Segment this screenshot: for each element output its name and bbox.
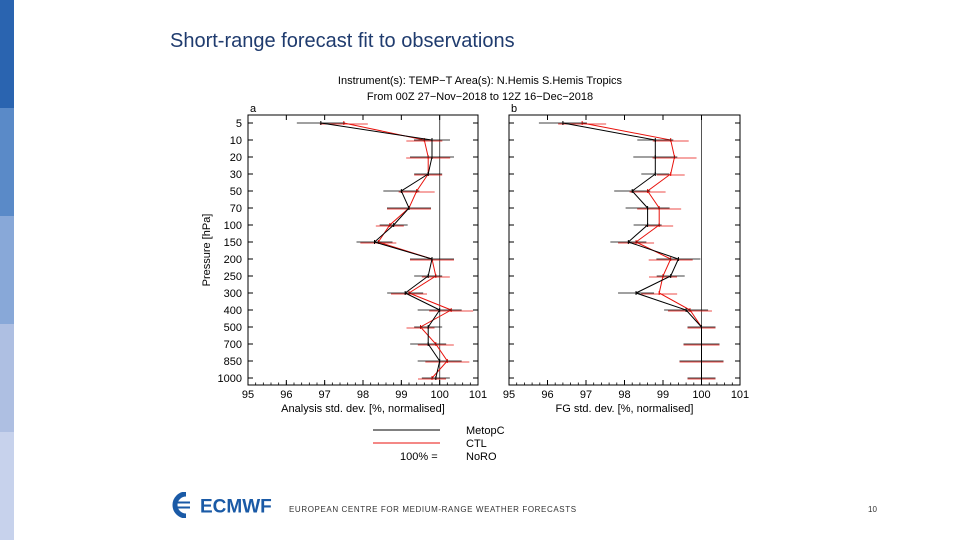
y-tick-label: 700 <box>224 339 242 351</box>
y-tick-label: 1000 <box>218 373 242 385</box>
x-tick-label: 101 <box>731 389 749 401</box>
series-line-ctl <box>343 122 453 379</box>
page-number: 10 <box>868 505 877 514</box>
x-tick-label: 100 <box>692 389 710 401</box>
x-tick-label: 98 <box>357 389 369 401</box>
legend-label-ctl: CTL <box>466 438 487 450</box>
series-line-metopc <box>562 122 702 378</box>
chart-header-line2: From 00Z 27−Nov−2018 to 12Z 16−Dec−2018 <box>367 91 593 103</box>
y-tick-label: 50 <box>230 186 242 198</box>
x-tick-label: 99 <box>395 389 407 401</box>
x-axis-label: Analysis std. dev. [%, normalised] <box>281 403 445 415</box>
x-tick-label: 97 <box>580 389 592 401</box>
y-tick-label: 300 <box>224 288 242 300</box>
y-tick-label: 100 <box>224 220 242 232</box>
sidebar-segment <box>0 0 14 108</box>
legend-label-metopc: MetopC <box>466 425 505 437</box>
y-tick-label: 5 <box>236 118 242 130</box>
y-tick-label: 400 <box>224 305 242 317</box>
panel-letter: a <box>250 103 257 115</box>
y-tick-label: 250 <box>224 271 242 283</box>
legend-reference-label: 100% = <box>400 451 438 463</box>
y-tick-label: 70 <box>230 203 242 215</box>
plot-frame <box>508 114 741 386</box>
y-tick-label: 200 <box>224 254 242 266</box>
x-tick-label: 96 <box>541 389 553 401</box>
y-tick-label: 10 <box>230 135 242 147</box>
y-tick-label: 850 <box>224 356 242 368</box>
sidebar-decoration <box>0 0 14 540</box>
logo-text: ECMWF <box>200 497 272 518</box>
sidebar-segment <box>0 108 14 216</box>
x-tick-label: 95 <box>503 389 515 401</box>
logo-mark-icon <box>172 492 190 518</box>
series-line-metopc <box>320 122 441 379</box>
y-tick-label: 30 <box>230 169 242 181</box>
y-axis-label: Pressure [hPa] <box>201 214 213 287</box>
footer-organization: EUROPEAN CENTRE FOR MEDIUM-RANGE WEATHER… <box>289 505 577 514</box>
series-line-ctl <box>582 122 702 378</box>
x-tick-label: 97 <box>319 389 331 401</box>
page-title: Short-range forecast fit to observations <box>170 30 515 52</box>
plot-frame <box>247 114 479 386</box>
chart-header-line1: Instrument(s): TEMP−T Area(s): N.Hemis S… <box>338 75 623 87</box>
sidebar-segment <box>0 216 14 324</box>
sidebar-segment <box>0 432 14 540</box>
x-tick-label: 101 <box>469 389 487 401</box>
legend-label-noro: NoRO <box>466 451 497 463</box>
ecmwf-logo: ECMWF <box>172 492 272 518</box>
x-tick-label: 95 <box>242 389 254 401</box>
x-axis-label: FG std. dev. [%, normalised] <box>556 403 694 415</box>
y-tick-label: 500 <box>224 322 242 334</box>
panel-letter: b <box>511 103 517 115</box>
sidebar-segment <box>0 324 14 432</box>
x-tick-label: 100 <box>430 389 448 401</box>
x-tick-label: 98 <box>618 389 630 401</box>
x-tick-label: 96 <box>280 389 292 401</box>
y-tick-label: 150 <box>224 237 242 249</box>
x-tick-label: 99 <box>657 389 669 401</box>
y-tick-label: 20 <box>230 152 242 164</box>
